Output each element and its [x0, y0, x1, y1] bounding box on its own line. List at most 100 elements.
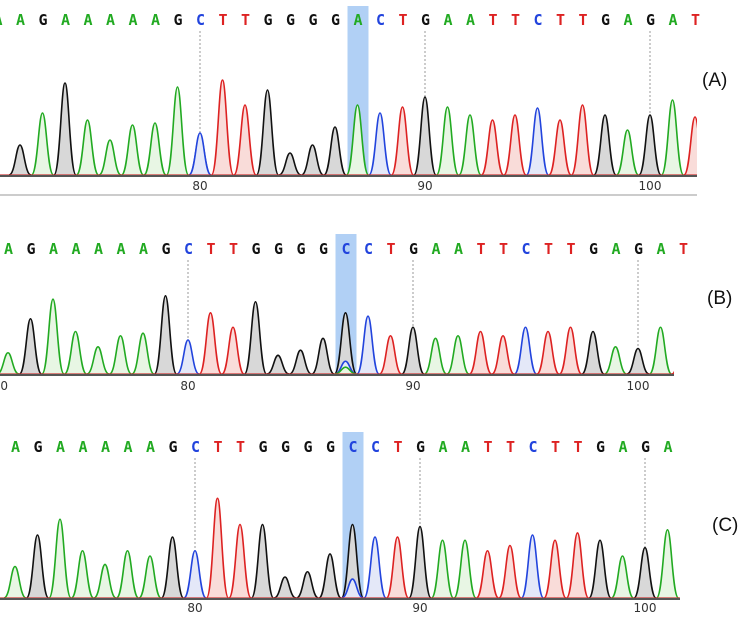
base-call-a: A [663, 438, 672, 456]
panel-label: (A) [702, 70, 727, 91]
base-call-g: G [251, 240, 260, 258]
base-call-g: G [26, 240, 35, 258]
base-call-a: A [443, 11, 452, 29]
tick-label: 90 [412, 601, 427, 615]
base-call-a: A [4, 240, 13, 258]
base-call-g: G [161, 240, 170, 258]
base-call-a: A [139, 240, 148, 258]
panel-label: (C) [712, 515, 738, 536]
trace-peak-g [53, 82, 77, 176]
base-call-g: G [589, 240, 598, 258]
trace-peak-g [266, 354, 290, 375]
tick-label: 80 [192, 179, 207, 193]
trace-peak-t [233, 104, 257, 176]
trace-peak-g [289, 349, 312, 375]
base-call-a: A [353, 11, 362, 29]
trace-peak-c [368, 112, 392, 176]
trace-peak-g [160, 536, 185, 599]
base-call-a: A [106, 11, 115, 29]
base-call-g: G [258, 438, 267, 456]
tick-label: 100 [639, 179, 662, 193]
base-call-a: A [151, 11, 160, 29]
trace-peak-a [648, 326, 673, 375]
trace-peak-c [525, 107, 550, 176]
base-call-a: A [128, 11, 137, 29]
base-call-a: A [146, 438, 155, 456]
base-call-a: A [49, 240, 58, 258]
base-call-g: G [296, 240, 305, 258]
base-call-g: G [416, 438, 425, 456]
base-call-t: T [218, 11, 227, 29]
tick-label: 0 [0, 379, 8, 393]
trace-peak-t [565, 532, 590, 599]
trace-peak-g [8, 144, 32, 176]
base-call-g: G [634, 240, 643, 258]
trace-peak-t [683, 116, 697, 176]
trace-peak-c [363, 536, 387, 599]
trace-peak-t [198, 312, 223, 375]
base-call-g: G [601, 11, 610, 29]
base-call-c: C [371, 438, 380, 456]
trace-peak-g [153, 295, 178, 375]
base-call-a: A [618, 438, 627, 456]
base-call-t: T [578, 11, 587, 29]
trace-peak-c [341, 578, 364, 599]
trace-peak-t [221, 326, 245, 375]
base-call-a: A [11, 438, 20, 456]
base-call-g: G [319, 240, 328, 258]
base-call-t: T [573, 438, 582, 456]
trace-peak-a [138, 555, 162, 599]
base-call-c: C [196, 11, 205, 29]
base-call-c: C [533, 11, 542, 29]
base-call-t: T [556, 11, 565, 29]
trace-peak-t [205, 497, 230, 599]
trace-peak-a [131, 332, 155, 375]
base-call-g: G [38, 11, 47, 29]
trace-peak-a [615, 129, 640, 176]
base-call-g: G [646, 11, 655, 29]
base-call-a: A [78, 438, 87, 456]
base-call-c: C [521, 240, 530, 258]
base-call-g: G [596, 438, 605, 456]
trace-peak-a [3, 565, 27, 599]
base-call-g: G [281, 438, 290, 456]
base-call-g: G [173, 11, 182, 29]
base-call-t: T [483, 438, 492, 456]
trace-peak-g [593, 114, 617, 176]
trace-peak-c [188, 132, 212, 176]
trace-peak-t [498, 544, 522, 599]
chromatogram-panel-b: 08090100AAGAAAAAGCTTGGGGCCTGAATTCTTGAGAT… [0, 234, 732, 393]
trace-peak-g [296, 570, 319, 599]
trace-peak-t [475, 549, 500, 599]
trace-peak-t [671, 370, 674, 375]
base-call-g: G [331, 11, 340, 29]
base-call-a: A [431, 240, 440, 258]
base-call-t: T [241, 11, 250, 29]
tick-label: 90 [417, 179, 432, 193]
trace-peak-a [63, 330, 88, 375]
trace-peak-g [243, 300, 268, 375]
base-call-t: T [506, 438, 515, 456]
trace-peak-g [255, 89, 280, 176]
base-call-t: T [488, 11, 497, 29]
trace-peak-a [30, 112, 55, 176]
trace-peak-a [48, 518, 72, 599]
base-call-t: T [691, 11, 700, 29]
base-call-t: T [229, 240, 238, 258]
base-call-g: G [303, 438, 312, 456]
tick-label: 100 [634, 601, 657, 615]
trace-peak-g [311, 337, 335, 375]
base-call-t: T [544, 240, 553, 258]
base-call-c: C [348, 438, 357, 456]
trace-peak-a [435, 106, 460, 176]
trace-peak-t [390, 106, 415, 176]
trace-peak-g [25, 534, 50, 599]
trace-peak-a [98, 139, 122, 176]
base-call-g: G [409, 240, 418, 258]
base-call-a: A [656, 240, 665, 258]
chromatogram-panel-c: 8090100AAGAAAAAGCTTGGGGCCTGAATTCTTGAGA(C… [0, 432, 738, 615]
trace-peak-t [570, 104, 595, 176]
base-call-c: C [341, 240, 350, 258]
base-call-a: A [123, 438, 132, 456]
